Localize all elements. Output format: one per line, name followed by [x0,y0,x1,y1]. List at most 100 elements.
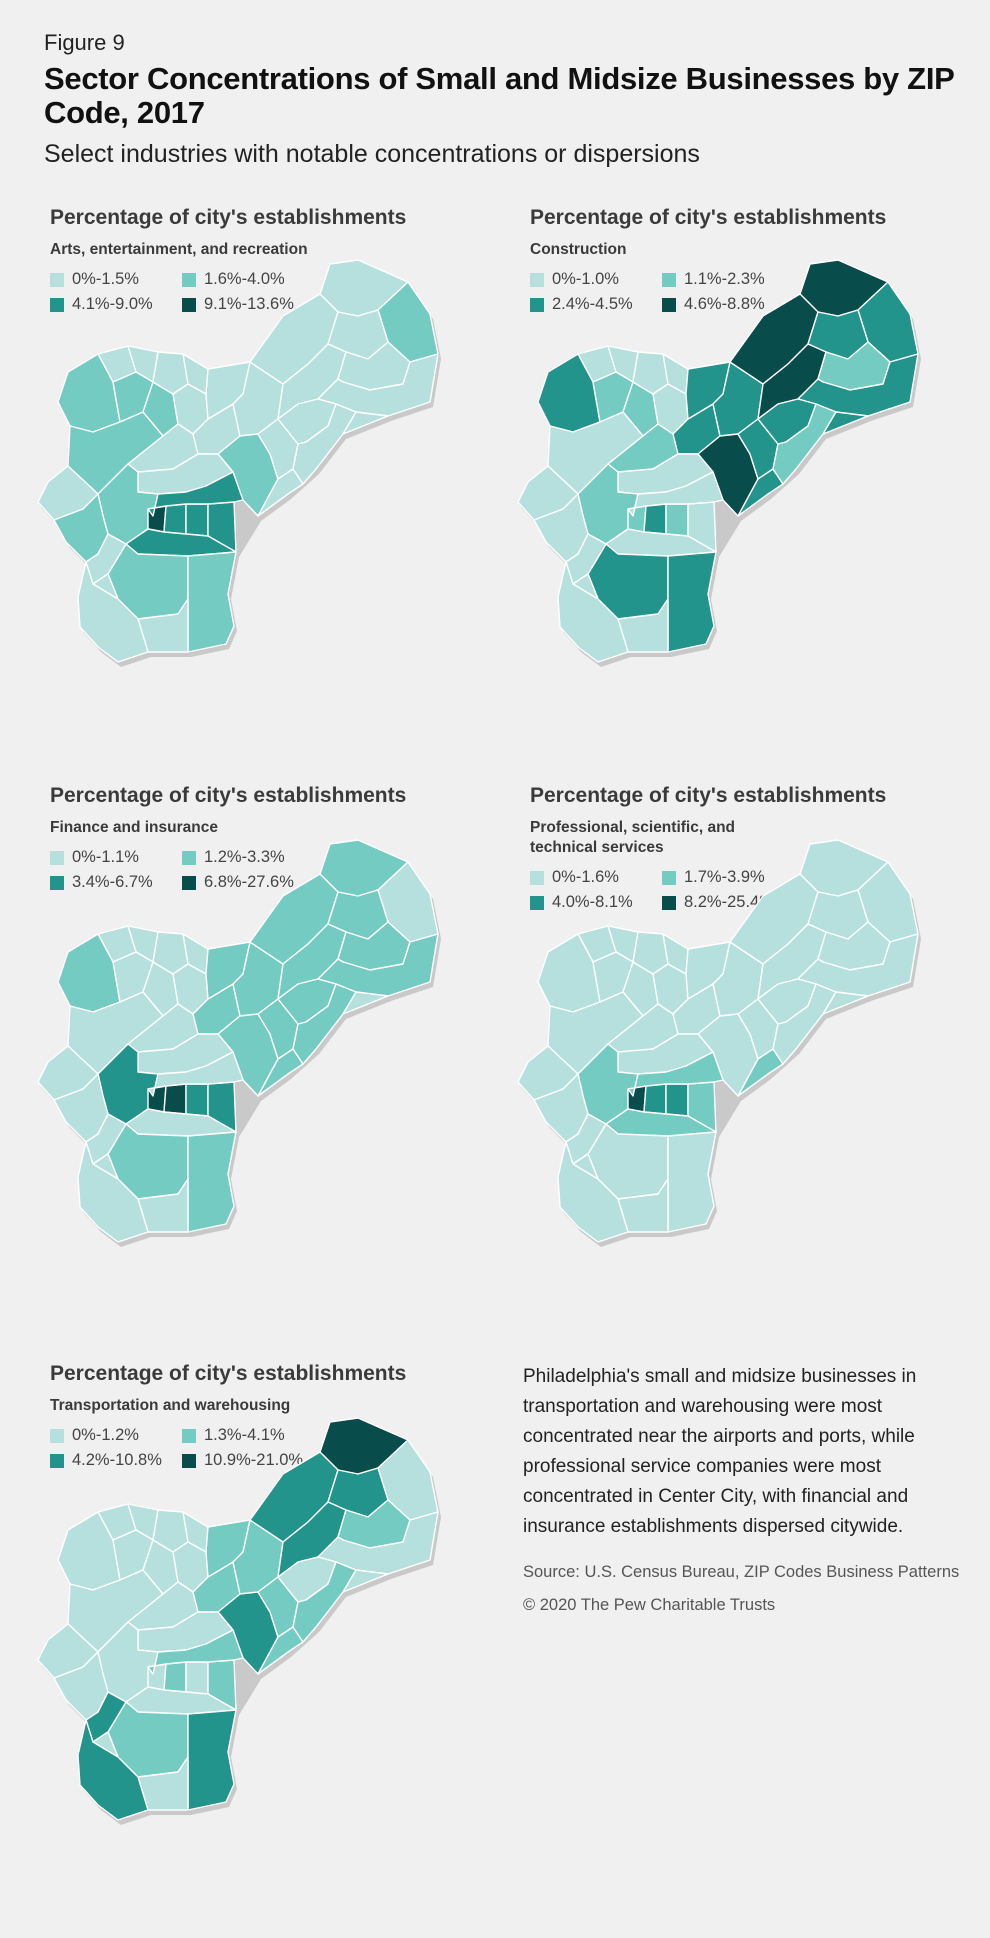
zip-region-cc5 [147,1051,244,1097]
figure-label: Figure 9 [44,30,125,55]
panel-arts: Percentage of city's establishments Arts… [50,206,490,314]
choropleth-map [37,1417,441,1825]
panel-construction: Percentage of city's establishments Cons… [530,206,970,314]
zip-region-ne10 [342,411,389,435]
legend-item: 1.7%-3.9% [662,868,822,887]
legend-item: 9.1%-13.6% [182,295,342,314]
zip-region-cc5 [627,1051,724,1097]
legend-label: 4.6%-8.8% [684,295,765,313]
source-text: Source: U.S. Census Bureau, ZIP Codes Bu… [523,1563,960,1581]
panel-heading: Percentage of city's establishments [50,1362,407,1385]
panel-industry: Arts, entertainment, and recreation [50,241,308,258]
legend-swatch [530,895,544,910]
legend-label: 1.6%-4.0% [204,270,285,288]
panel-industry: Finance and insurance [50,819,218,836]
legend-label: 10.9%-21.0% [204,1451,304,1469]
legend-swatch [50,850,64,865]
legend-label: 0%-1.0% [552,270,619,288]
zip-region-cc2 [163,1083,187,1115]
zip-region-cc2 [643,503,667,535]
zip-region-cc5 [147,1629,244,1675]
legend-label: 0%-1.1% [72,848,139,866]
zip-region-sp2 [667,1131,717,1233]
legend-item: 0%-1.5% [50,270,182,289]
legend-item: 10.9%-21.0% [182,1451,342,1470]
legend: 0%-1.2% 1.3%-4.1% 4.2%-10.8% 10.9%-21.0% [50,1426,490,1470]
legend-label: 1.3%-4.1% [204,1426,285,1444]
zip-region-cc5 [627,471,724,517]
legend-label: 0%-1.6% [552,868,619,886]
legend-label: 1.2%-3.3% [204,848,285,866]
legend-swatch [50,875,64,890]
legend-item: 3.4%-6.7% [50,873,182,892]
legend-label: 6.8%-27.6% [204,873,294,891]
panel-industry: Professional, scientific, and technical … [530,819,736,856]
zip-region-sw3 [92,573,119,600]
zip-region-sp2 [187,1709,237,1811]
legend-item: 4.0%-8.1% [530,893,662,912]
legend-swatch [182,1453,196,1468]
caption-block: Philadelphia's small and midsize busines… [523,1362,963,1615]
zip-region-ne10 [822,411,869,435]
legend-item: 6.8%-27.6% [182,873,342,892]
legend-item: 0%-1.6% [530,868,662,887]
legend-item: 4.1%-9.0% [50,295,182,314]
legend-swatch [50,297,64,312]
panel-heading: Percentage of city's establishments [530,784,887,807]
figure-subtitle: Select industries with notable concentra… [44,140,700,168]
legend-label: 1.7%-3.9% [684,868,765,886]
legend-swatch [662,870,676,885]
legend-item: 0%-1.2% [50,1426,182,1445]
zip-region-sp2 [187,551,237,653]
zip-region-cc3 [185,1661,209,1695]
legend-label: 1.1%-2.3% [684,270,765,288]
legend-swatch [50,1428,64,1443]
panel-professional: Percentage of city's establishments Prof… [530,784,970,912]
legend-item: 8.2%-25.4% [662,893,822,912]
legend-item: 0%-1.1% [50,848,182,867]
zip-region-cc3 [665,1083,689,1117]
legend-label: 3.4%-6.7% [72,873,153,891]
legend-swatch [182,272,196,287]
legend-label: 0%-1.5% [72,270,139,288]
zip-region-sp2 [187,1131,237,1233]
zip-region-ne10 [822,991,869,1015]
caption-text: Philadelphia's small and midsize busines… [523,1366,917,1537]
zip-region-sp2 [667,551,717,653]
legend-swatch [530,297,544,312]
panel-finance: Percentage of city's establishments Fina… [50,784,490,892]
legend-item: 4.2%-10.8% [50,1451,182,1470]
legend-label: 9.1%-13.6% [204,295,294,313]
legend-label: 0%-1.2% [72,1426,139,1444]
figure-title: Sector Concentrations of Small and Midsi… [44,61,954,130]
panel-heading: Percentage of city's establishments [50,784,407,807]
choropleth-map [37,839,441,1247]
legend-label: 2.4%-4.5% [552,295,633,313]
zip-region-cc3 [185,503,209,537]
zip-region-cc2 [643,1083,667,1115]
choropleth-map [37,259,441,667]
zip-region-sw3 [92,1731,119,1758]
legend-label: 8.2%-25.4% [684,893,774,911]
legend-swatch [182,875,196,890]
legend-swatch [662,895,676,910]
zip-region-cc3 [665,503,689,537]
legend-item: 1.1%-2.3% [662,270,822,289]
panel-heading: Percentage of city's establishments [530,206,887,229]
legend-item: 1.2%-3.3% [182,848,342,867]
panel-industry: Transportation and warehousing [50,1397,291,1414]
legend-label: 4.1%-9.0% [72,295,153,313]
legend-swatch [182,850,196,865]
legend-swatch [182,1428,196,1443]
panel-heading: Percentage of city's establishments [50,206,407,229]
zip-region-cc2 [163,503,187,535]
panel-transportation: Percentage of city's establishments Tran… [50,1362,490,1470]
zip-region-cc2 [163,1661,187,1693]
figure-header: Figure 9 Sector Concentrations of Small … [44,30,964,169]
zip-region-sw3 [572,573,599,600]
legend-swatch [182,297,196,312]
legend-item: 1.6%-4.0% [182,270,342,289]
legend-item: 0%-1.0% [530,270,662,289]
legend-item: 2.4%-4.5% [530,295,662,314]
legend-item: 4.6%-8.8% [662,295,822,314]
